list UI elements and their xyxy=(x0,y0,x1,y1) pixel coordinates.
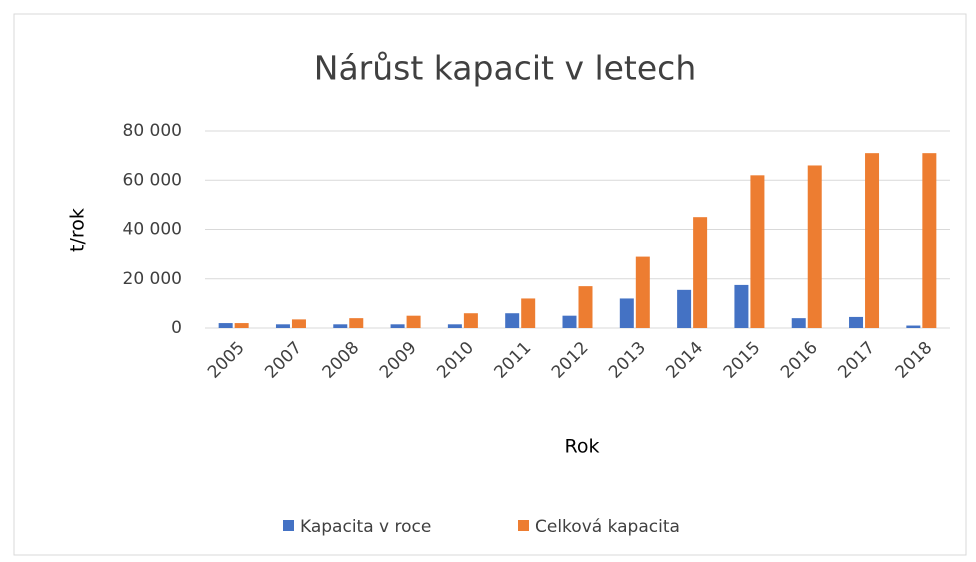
bar xyxy=(750,175,765,328)
y-axis-label: t/rok xyxy=(67,208,89,252)
bar xyxy=(218,323,233,328)
y-tick-label: 0 xyxy=(171,318,182,338)
bar xyxy=(390,324,405,328)
bar xyxy=(791,318,806,328)
y-tick-label: 60 000 xyxy=(123,170,182,190)
bar xyxy=(275,324,290,328)
bar xyxy=(865,153,880,328)
legend-swatch xyxy=(283,520,294,531)
bar xyxy=(578,286,593,328)
bar xyxy=(922,153,937,328)
legend-label: Celková kapacita xyxy=(535,517,680,537)
bar xyxy=(463,313,478,328)
bar xyxy=(734,284,749,328)
y-tick-label: 20 000 xyxy=(123,269,182,289)
x-axis-label: Rok xyxy=(565,436,600,458)
bar xyxy=(906,325,921,328)
y-tick-label: 80 000 xyxy=(123,121,182,141)
bar xyxy=(505,313,520,328)
bar xyxy=(849,316,864,328)
bar xyxy=(619,298,634,328)
bar xyxy=(677,289,692,328)
bar xyxy=(521,298,536,328)
legend-label: Kapacita v roce xyxy=(300,517,431,537)
chart-frame xyxy=(13,13,967,556)
bar xyxy=(291,319,306,328)
chart-title: Nárůst kapacit v letech xyxy=(314,49,696,88)
y-tick-label: 40 000 xyxy=(123,220,182,240)
bar xyxy=(635,256,650,328)
bar xyxy=(693,217,708,328)
bar xyxy=(349,318,364,328)
bar xyxy=(447,324,462,328)
bar xyxy=(333,324,348,328)
bar xyxy=(406,315,421,328)
bar xyxy=(234,323,249,328)
legend-swatch xyxy=(518,520,529,531)
bar xyxy=(807,165,822,328)
bar xyxy=(562,315,577,328)
